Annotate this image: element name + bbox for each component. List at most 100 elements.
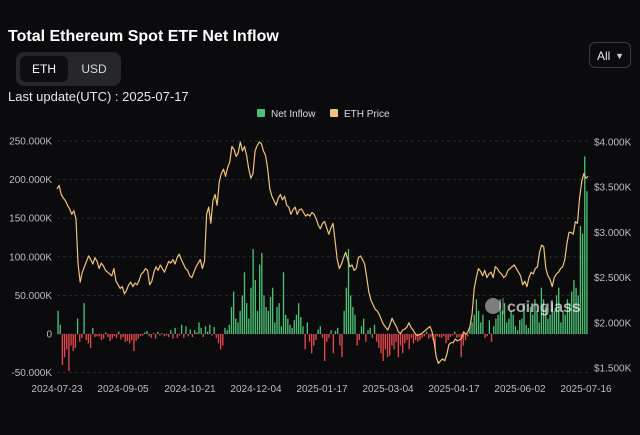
net-inflow-bar bbox=[553, 310, 556, 334]
net-inflow-bar bbox=[122, 334, 124, 338]
toggle-eth-button[interactable]: ETH bbox=[20, 56, 68, 82]
net-inflow-bar bbox=[89, 334, 92, 348]
net-inflow-bar bbox=[228, 324, 230, 334]
net-inflow-bar bbox=[87, 334, 90, 344]
net-inflow-bar bbox=[59, 324, 61, 334]
net-inflow-bar bbox=[339, 334, 341, 346]
net-inflow-bar bbox=[581, 233, 584, 334]
legend-label-net-inflow: Net Inflow bbox=[271, 109, 316, 120]
net-inflow-bar bbox=[321, 334, 324, 338]
net-inflow-bar bbox=[391, 334, 393, 346]
net-inflow-bar bbox=[462, 334, 465, 346]
net-inflow-bar bbox=[328, 334, 330, 338]
net-inflow-bar bbox=[395, 334, 397, 342]
legend-label-eth-price: ETH Price bbox=[344, 109, 390, 120]
net-inflow-bar bbox=[369, 327, 371, 334]
net-inflow-bar bbox=[295, 314, 298, 334]
net-inflow-bar bbox=[150, 334, 152, 338]
net-inflow-bar bbox=[79, 334, 81, 342]
net-inflow-bar bbox=[542, 299, 545, 334]
net-inflow-bar bbox=[76, 318, 79, 334]
net-inflow-bar bbox=[261, 252, 263, 334]
net-inflow-bar bbox=[549, 314, 551, 334]
net-inflow-bar bbox=[371, 334, 374, 338]
net-inflow-bar bbox=[408, 334, 410, 350]
net-inflow-bar bbox=[404, 334, 406, 344]
net-inflow-bar bbox=[302, 326, 304, 334]
net-inflow-bar bbox=[477, 310, 480, 334]
legend-swatch-eth-price bbox=[330, 109, 338, 117]
net-inflow-bar bbox=[68, 334, 70, 372]
net-inflow-bar bbox=[254, 279, 256, 334]
net-inflow-bar bbox=[445, 334, 447, 344]
net-inflow-bar bbox=[490, 334, 493, 342]
net-inflow-bar bbox=[486, 334, 488, 337]
net-inflow-bar bbox=[562, 310, 564, 334]
net-inflow-bar bbox=[135, 334, 137, 341]
x-tick-label: 2025-06-02 bbox=[494, 384, 546, 395]
net-inflow-bar bbox=[256, 310, 259, 334]
net-inflow-bar bbox=[174, 327, 176, 334]
toggle-usd-button[interactable]: USD bbox=[81, 62, 107, 76]
x-tick-label: 2025-04-17 bbox=[428, 384, 480, 395]
net-inflow-bar bbox=[447, 334, 449, 341]
net-inflow-bar bbox=[382, 334, 384, 362]
eth-price-line bbox=[56, 141, 589, 365]
net-inflow-bar bbox=[278, 303, 280, 334]
net-inflow-bar bbox=[289, 324, 291, 334]
net-inflow-bar bbox=[360, 326, 363, 334]
net-inflow-bar bbox=[304, 334, 306, 350]
y-right-tick-label: $2.000K bbox=[594, 318, 632, 329]
net-inflow-bar bbox=[484, 334, 486, 338]
y-left-tick-label: 50.000K bbox=[15, 291, 53, 302]
coinglass-watermark: coinglass bbox=[485, 298, 581, 316]
net-inflow-bar bbox=[74, 334, 77, 348]
net-inflow-bar bbox=[503, 303, 506, 334]
net-inflow-bar bbox=[389, 334, 391, 356]
net-inflow-bar bbox=[276, 306, 278, 334]
net-inflow-bar bbox=[376, 334, 378, 342]
net-inflow-bar bbox=[480, 322, 482, 334]
net-inflow-bar bbox=[226, 330, 228, 334]
net-inflow-bar bbox=[512, 314, 514, 334]
y-left-tick-label: 0 bbox=[46, 330, 52, 341]
net-inflow-bar bbox=[241, 295, 243, 334]
net-inflow-bar bbox=[113, 334, 116, 337]
net-inflow-bar bbox=[365, 334, 367, 342]
net-inflow-bar bbox=[419, 334, 421, 341]
net-inflow-bar bbox=[167, 334, 170, 338]
net-inflow-bar bbox=[239, 310, 241, 334]
net-inflow-bar bbox=[436, 334, 439, 337]
range-selector[interactable]: All ▼ bbox=[589, 42, 631, 68]
net-inflow-bars bbox=[57, 156, 588, 372]
net-inflow-bar bbox=[510, 310, 512, 334]
net-inflow-bar bbox=[571, 291, 573, 334]
net-inflow-bar bbox=[144, 332, 146, 334]
x-tick-label: 2024-07-23 bbox=[31, 384, 83, 395]
net-inflow-bar bbox=[85, 334, 87, 341]
net-inflow-bar bbox=[105, 332, 107, 334]
legend-swatch-net-inflow bbox=[257, 109, 265, 117]
net-inflow-bar bbox=[128, 334, 131, 344]
net-inflow-bar bbox=[434, 334, 436, 350]
net-inflow-bar bbox=[157, 331, 159, 334]
net-inflow-bar bbox=[332, 334, 334, 354]
net-inflow-bar bbox=[232, 291, 235, 334]
net-inflow-chart: Net Inflow ETH Price -50.000K 0 50.000K 100.0… bbox=[9, 109, 632, 395]
net-inflow-bar bbox=[248, 318, 250, 334]
net-inflow-bar bbox=[189, 329, 191, 334]
net-inflow-bar bbox=[306, 322, 308, 334]
net-inflow-bar bbox=[310, 334, 313, 354]
net-inflow-bar bbox=[61, 334, 64, 365]
x-tick-label: 2025-01-17 bbox=[296, 384, 348, 395]
net-inflow-bar bbox=[109, 334, 111, 341]
net-inflow-bar bbox=[497, 314, 499, 334]
net-inflow-bar bbox=[315, 334, 317, 341]
x-tick-label: 2024-10-21 bbox=[164, 384, 216, 395]
net-inflow-bar bbox=[308, 334, 311, 342]
net-inflow-bar bbox=[213, 327, 215, 334]
net-inflow-bar bbox=[297, 303, 300, 334]
net-inflow-bar bbox=[493, 326, 495, 334]
net-inflow-bar bbox=[586, 191, 588, 334]
net-inflow-bar bbox=[267, 310, 269, 334]
